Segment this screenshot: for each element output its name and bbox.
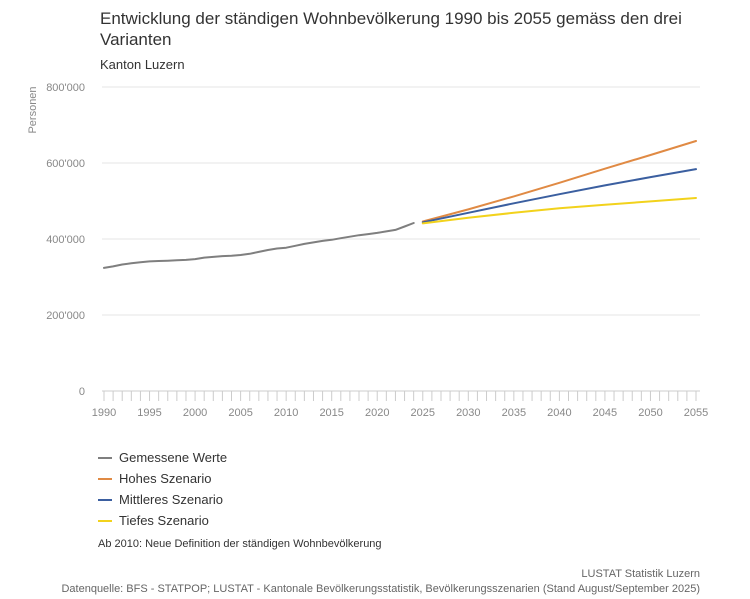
series-line-1 [421, 140, 697, 223]
legend-item-gemessene[interactable]: Gemessene Werte [98, 447, 227, 468]
y-axis-ticks: 0 200'000 400'000 600'000 800'000 [46, 82, 85, 398]
series-lines [103, 140, 697, 269]
legend-item-tiefes[interactable]: Tiefes Szenario [98, 510, 227, 531]
legend-label: Mittleres Szenario [119, 492, 224, 507]
x-tick-label: 2020 [365, 407, 389, 419]
gridlines [102, 86, 700, 316]
y-tick-label: 800'000 [46, 82, 85, 94]
series-line-3 [421, 197, 697, 225]
legend-item-hohes[interactable]: Hohes Szenario [98, 468, 227, 489]
x-tick-label: 2005 [228, 407, 252, 419]
x-tick-label: 2030 [456, 407, 480, 419]
y-tick-label: 0 [79, 386, 85, 398]
x-tick-label: 2025 [411, 407, 435, 419]
x-tick-label: 2015 [319, 407, 343, 419]
series-line-2 [421, 168, 697, 224]
chart-note: Ab 2010: Neue Definition der ständigen W… [98, 538, 382, 550]
legend: Gemessene Werte Hohes Szenario Mittleres… [98, 447, 227, 531]
legend-label: Hohes Szenario [119, 471, 212, 486]
x-tick-label: 2040 [547, 407, 571, 419]
x-tick-label: 2055 [684, 407, 708, 419]
legend-swatch [98, 456, 112, 459]
x-tick-label: 2045 [593, 407, 617, 419]
x-tick-label: 2035 [502, 407, 526, 419]
y-tick-label: 200'000 [46, 310, 85, 322]
legend-swatch [98, 498, 112, 501]
legend-item-mittleres[interactable]: Mittleres Szenario [98, 489, 227, 510]
data-source: Datenquelle: BFS - STATPOP; LUSTAT - Kan… [61, 583, 700, 595]
chart-subtitle: Kanton Luzern [100, 57, 185, 72]
x-axis: 1990 1995 2000 2005 2010 2015 2020 2025 2030 2035… [92, 390, 708, 419]
legend-label: Gemessene Werte [119, 450, 228, 465]
legend-label: Tiefes Szenario [119, 513, 209, 528]
chart-title: Entwicklung der ständigen Wohnbevölkerun… [100, 9, 682, 49]
x-tick-label: 1995 [137, 407, 161, 419]
x-tick-label: 1990 [92, 407, 116, 419]
y-axis-label: Personen [27, 86, 39, 133]
x-tick-label: 2010 [274, 407, 298, 419]
y-tick-label: 600'000 [46, 158, 85, 170]
line-chart: 0 200'000 400'000 600'000 800'000 1990 1995 20… [27, 82, 708, 419]
legend-swatch [98, 519, 112, 522]
legend-swatch [98, 477, 112, 480]
x-tick-label: 2000 [183, 407, 207, 419]
y-tick-label: 400'000 [46, 234, 85, 246]
x-tick-label: 2050 [638, 407, 662, 419]
credit: LUSTAT Statistik Luzern [581, 568, 700, 580]
series-line-0 [103, 222, 415, 269]
